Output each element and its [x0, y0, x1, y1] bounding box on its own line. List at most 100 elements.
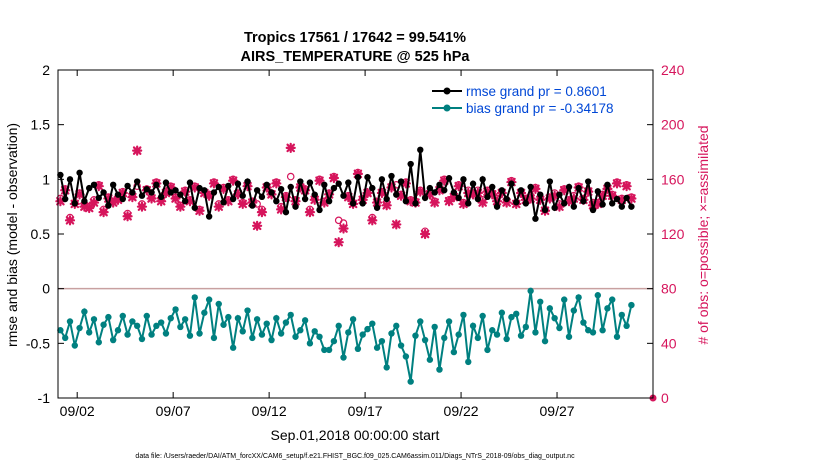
bias-point [474, 334, 482, 342]
obs-assimilated-marker [88, 197, 100, 208]
rmse-point [244, 178, 251, 185]
obs-assimilated-marker [276, 204, 287, 215]
bias-point [66, 318, 74, 325]
bias-point [417, 318, 424, 325]
rmse-point [383, 195, 390, 203]
bias-point [493, 331, 501, 338]
bias-point [316, 333, 323, 340]
bias-point [599, 327, 606, 334]
rmse-point [340, 192, 347, 199]
rmse-point [364, 173, 371, 181]
bias-point [589, 329, 597, 336]
rmse-point [229, 195, 237, 203]
bias-point [268, 336, 275, 344]
rmse-point [580, 198, 587, 205]
rmse-point [474, 195, 482, 203]
bias-point [90, 316, 98, 323]
legend-rmse-marker [443, 87, 451, 95]
rmse-point [388, 172, 395, 180]
bias-point [292, 333, 299, 340]
bias-point [215, 300, 222, 308]
bias-point [345, 329, 352, 336]
bias-point [162, 330, 170, 337]
rmse-point [129, 189, 136, 196]
rmse-point [585, 178, 592, 185]
bias-point [244, 307, 251, 314]
obs-assimilated-marker [333, 237, 344, 248]
bias-point [172, 306, 179, 313]
rmse-point [90, 181, 98, 188]
bias-point [580, 319, 587, 326]
bias-point [81, 308, 88, 315]
bias-point [546, 305, 554, 312]
rmse-point [133, 178, 141, 185]
bias-point [517, 332, 525, 339]
bias-point [503, 335, 510, 343]
bias-point [177, 323, 184, 331]
bias-point [623, 322, 630, 330]
right-tick-label: 160 [661, 171, 685, 187]
rmse-point [138, 192, 146, 199]
bias-point [378, 337, 386, 345]
bias-point [330, 337, 338, 345]
bias-point [369, 320, 376, 327]
footnote: data file: /Users/raeder/DAI/ATM_forcXX/… [135, 453, 575, 460]
obs-assimilated-marker [98, 207, 109, 218]
bias-point [541, 337, 549, 345]
rmse-point [546, 178, 554, 185]
right-tick-label: 240 [661, 62, 685, 78]
legend: rmse grand pr = 0.8601 bias grand pr = -… [428, 82, 650, 122]
left-tick-label: -0.5 [26, 335, 50, 351]
bias-series [57, 287, 635, 385]
bias-point [364, 325, 371, 333]
rmse-point [210, 189, 218, 196]
rmse-point [628, 203, 635, 210]
legend-bias-marker [443, 104, 451, 112]
rmse-point [95, 194, 102, 202]
right-tick-label: 200 [661, 117, 685, 133]
rmse-point [124, 182, 131, 190]
bias-point [585, 327, 592, 334]
rmse-point [148, 189, 155, 196]
bias-point [297, 327, 304, 334]
rmse-point [287, 183, 294, 191]
obs-assimilated-marker [204, 190, 215, 201]
obs-assimilated-marker [621, 181, 632, 192]
rmse-point [445, 175, 453, 182]
obs-assimilated-marker [256, 207, 268, 218]
rmse-point [321, 181, 328, 188]
bias-point [383, 364, 390, 371]
bias-point [522, 323, 530, 331]
bias-point [129, 318, 136, 325]
bias-point [157, 319, 165, 326]
bias-point [282, 319, 290, 326]
left-tick-label: 2 [42, 62, 50, 78]
obs-assimilated-marker [237, 198, 248, 210]
rmse-point [114, 191, 122, 198]
rmse-point [162, 179, 170, 186]
bias-point [431, 323, 438, 331]
x-tick-label: 09/02 [60, 403, 95, 419]
y-axis-label-left: rmse and bias (model - observation) [4, 123, 20, 347]
bias-point [95, 339, 102, 346]
rmse-point [623, 194, 630, 202]
obs-assimilated-marker [611, 178, 623, 189]
rmse-point [71, 200, 78, 207]
rmse-point [253, 187, 261, 194]
bias-point [613, 333, 621, 340]
rmse-point [570, 203, 578, 210]
rmse-point [556, 191, 563, 198]
rmse-point [561, 200, 568, 207]
rmse-point [186, 179, 194, 186]
bias-point [124, 331, 131, 338]
rmse-point [551, 204, 558, 211]
bias-point [527, 287, 534, 295]
rmse-point [460, 176, 467, 183]
bias-point [426, 356, 434, 363]
rmse-point [465, 200, 472, 207]
rmse-point [167, 189, 174, 196]
bias-point [229, 344, 237, 351]
left-tick-label: 1.5 [31, 117, 51, 133]
bias-point [498, 309, 506, 316]
